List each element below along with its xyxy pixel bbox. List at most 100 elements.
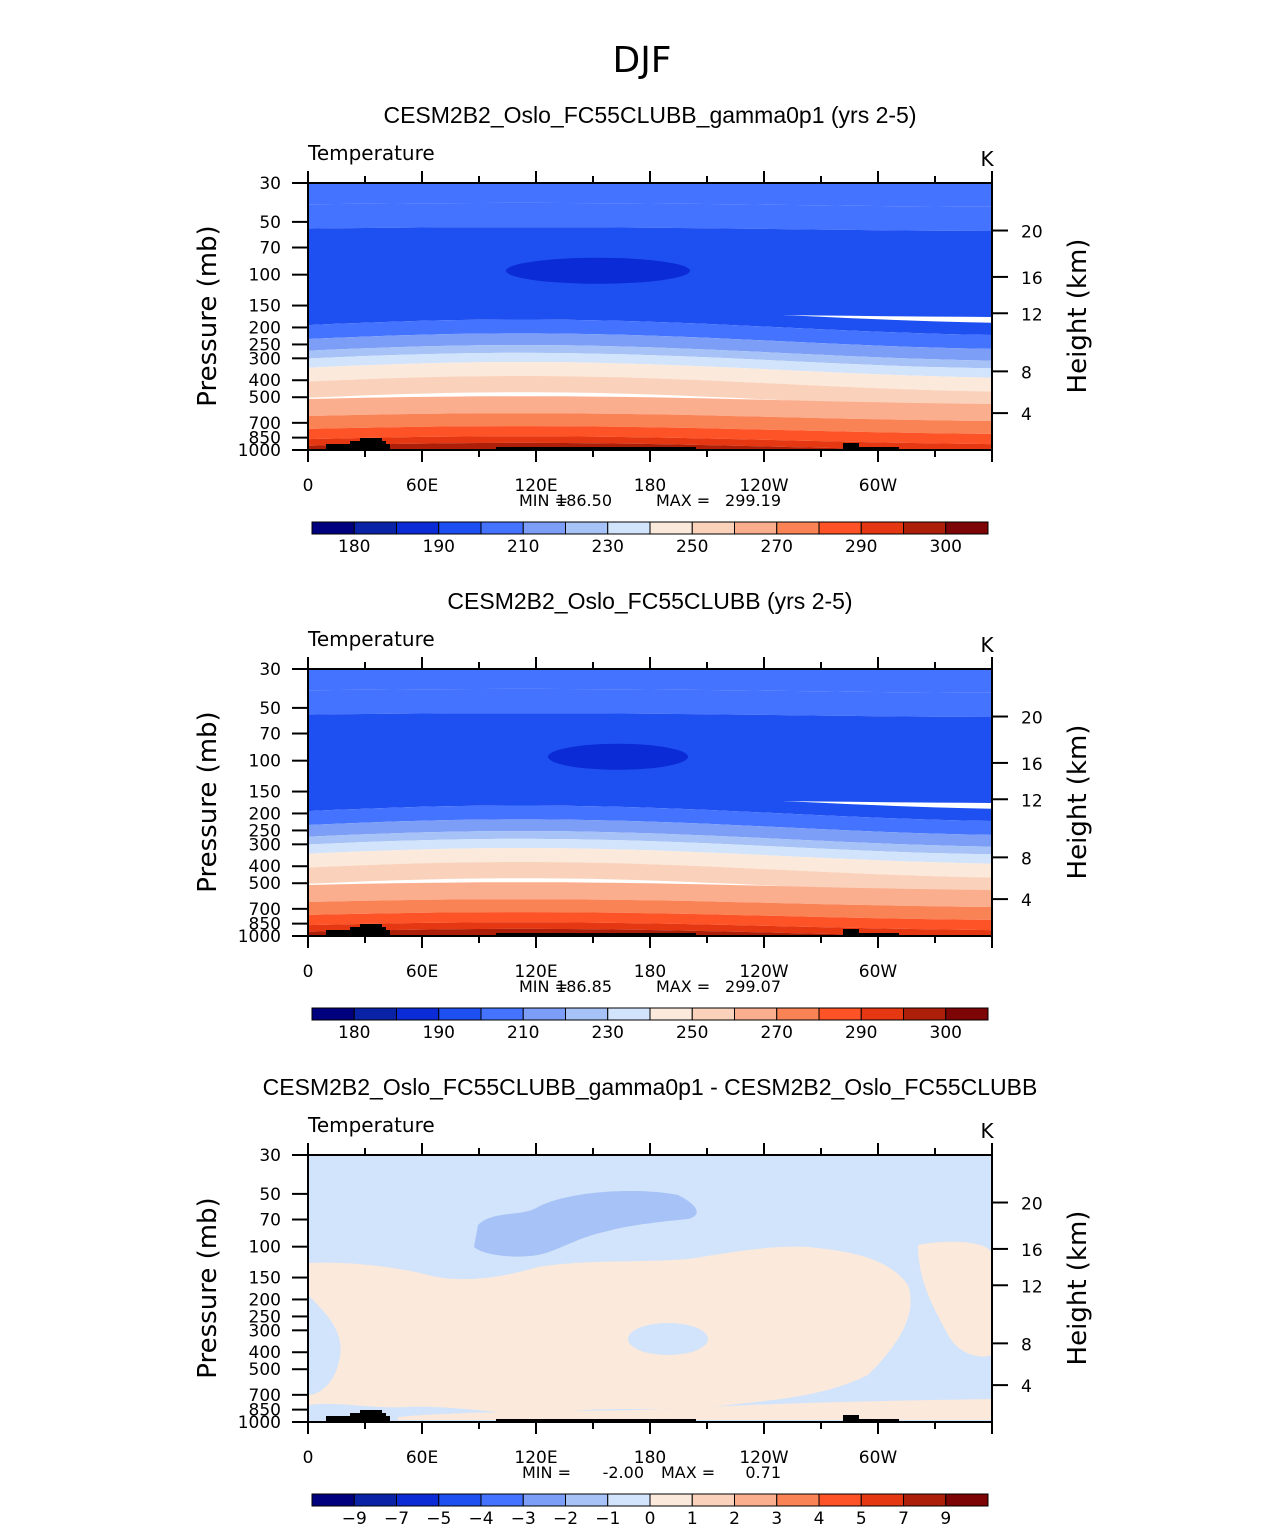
diff-warm-region xyxy=(398,1399,992,1420)
colorbar-swatch xyxy=(818,1007,862,1021)
colorbar-swatch xyxy=(396,1493,440,1507)
y2-tick-label: 16 xyxy=(1021,269,1043,289)
panel-middle: CESM2B2_Oslo_FC55CLUBB (yrs 2-5) Tempera… xyxy=(193,588,1093,1043)
colorbar-swatch xyxy=(649,1493,693,1507)
x-tick-label: 0 xyxy=(303,962,314,982)
y2-tick-label: 12 xyxy=(1021,1277,1043,1297)
diff-cool-pocket xyxy=(308,1295,341,1395)
contour-band xyxy=(308,819,992,847)
y-tick-label: 400 xyxy=(249,857,281,877)
colorbar-swatch xyxy=(945,1007,989,1021)
colorbar-label: 3 xyxy=(771,1509,782,1529)
colorbar-label: 290 xyxy=(845,537,877,557)
contour-band xyxy=(308,307,992,335)
colorbar-label: 0 xyxy=(645,1509,656,1529)
colorbar-swatch xyxy=(776,1007,820,1021)
y-tick-label: 100 xyxy=(249,1238,281,1258)
stats-line: MIN = 186.50 MAX = 299.19 xyxy=(519,491,781,510)
colorbar-swatch xyxy=(522,1493,566,1507)
y-tick-label: 700 xyxy=(249,414,281,434)
x-tick-label: 60W xyxy=(859,1448,898,1468)
y-tick-label: 150 xyxy=(249,1269,281,1289)
contour-band xyxy=(308,345,992,369)
colorbar-swatch xyxy=(903,1493,947,1507)
colorbar-swatch xyxy=(734,1493,778,1507)
colorbar-label: 190 xyxy=(423,537,455,557)
x-tick-label: 120E xyxy=(514,1448,557,1468)
contour-band xyxy=(308,688,992,717)
colorbar-swatch xyxy=(353,1007,397,1021)
y-tick-label: 700 xyxy=(249,900,281,920)
panel-title: CESM2B2_Oslo_FC55CLUBB_gamma0p1 - CESM2B… xyxy=(263,1074,1038,1100)
y-tick-label: 30 xyxy=(259,660,281,680)
panel-difference: CESM2B2_Oslo_FC55CLUBB_gamma0p1 - CESM2B… xyxy=(193,1074,1093,1529)
y-tick-label: 300 xyxy=(249,1321,281,1341)
terrain xyxy=(326,438,899,450)
y-tick-label: 70 xyxy=(259,725,281,745)
y2-axis-label: Height (km) xyxy=(1063,239,1093,394)
colorbar-swatch xyxy=(691,1493,735,1507)
y2-tick-label: 4 xyxy=(1021,1377,1032,1397)
y-tick-label: 850 xyxy=(249,429,281,449)
colorbar-swatch xyxy=(649,521,693,535)
colorbar-swatch xyxy=(311,521,355,535)
contour-band xyxy=(308,838,992,864)
contour-band xyxy=(308,333,992,361)
y-axis-label: Pressure (mb) xyxy=(193,225,223,406)
contour-band xyxy=(308,436,992,450)
colorbar-label: 250 xyxy=(676,1023,708,1043)
x-tick-label: 60W xyxy=(859,476,898,496)
colorbar-swatch xyxy=(649,1007,693,1021)
plot-area: 0 60E 120E 180 120W 60W3050701001502002503004… xyxy=(238,1143,1043,1468)
colorbar-swatch xyxy=(818,521,862,535)
min-value: -2.00 xyxy=(603,1463,644,1482)
panel-top: CESM2B2_Oslo_FC55CLUBB_gamma0p1 (yrs 2-5… xyxy=(193,102,1093,557)
colorbar-swatch xyxy=(565,1007,609,1021)
y-tick-label: 500 xyxy=(249,874,281,894)
y-tick-label: 250 xyxy=(249,1307,281,1327)
y-tick-label: 250 xyxy=(249,335,281,355)
max-label: MAX = xyxy=(656,491,710,510)
plot-area: 0 60E 120E 180 120W 60W3050701001502002503004… xyxy=(238,657,1043,982)
colorbar-swatch xyxy=(480,1493,524,1507)
colorbar-swatch xyxy=(734,1007,778,1021)
colorbar-label: 180 xyxy=(338,1023,370,1043)
colorbar-label: 7 xyxy=(898,1509,909,1529)
diff-cool-pocket xyxy=(628,1323,708,1355)
y-tick-label: 50 xyxy=(259,213,281,233)
colorbar-label: 300 xyxy=(930,1023,962,1043)
y2-tick-label: 4 xyxy=(1021,891,1032,911)
colorbar-swatch xyxy=(903,521,947,535)
colorbar-swatch xyxy=(860,1493,904,1507)
min-label: MIN = xyxy=(519,491,568,510)
y-tick-label: 50 xyxy=(259,1185,281,1205)
y-tick-label: 100 xyxy=(249,266,281,286)
colorbar-swatch xyxy=(522,1007,566,1021)
y-tick-label: 70 xyxy=(259,1211,281,1231)
contour-band xyxy=(308,362,992,392)
colorbar-swatch xyxy=(353,521,397,535)
colorbar-swatch xyxy=(691,1007,735,1021)
colorbar-swatch xyxy=(607,1493,651,1507)
colorbar-swatch xyxy=(945,1493,989,1507)
colorbar-label: 190 xyxy=(423,1023,455,1043)
colorbar-swatch xyxy=(903,1007,947,1021)
colorbar-swatch xyxy=(311,1493,355,1507)
y-axis-label: Pressure (mb) xyxy=(193,711,223,892)
x-tick-label: 120W xyxy=(739,476,788,496)
colorbar-label: 180 xyxy=(338,537,370,557)
y2-tick-label: 12 xyxy=(1021,791,1043,811)
x-tick-label: 180 xyxy=(634,1448,666,1468)
colorbar-swatch xyxy=(945,521,989,535)
contour-band xyxy=(308,396,992,421)
max-value: 0.71 xyxy=(745,1463,781,1482)
max-label: MAX = xyxy=(656,977,710,996)
y-tick-label: 400 xyxy=(249,371,281,391)
min-label: MIN = xyxy=(519,977,568,996)
y-tick-label: 500 xyxy=(249,388,281,408)
y-tick-label: 250 xyxy=(249,821,281,841)
y-tick-label: 200 xyxy=(249,804,281,824)
units-label: K xyxy=(980,147,994,171)
contour-band xyxy=(308,352,992,378)
